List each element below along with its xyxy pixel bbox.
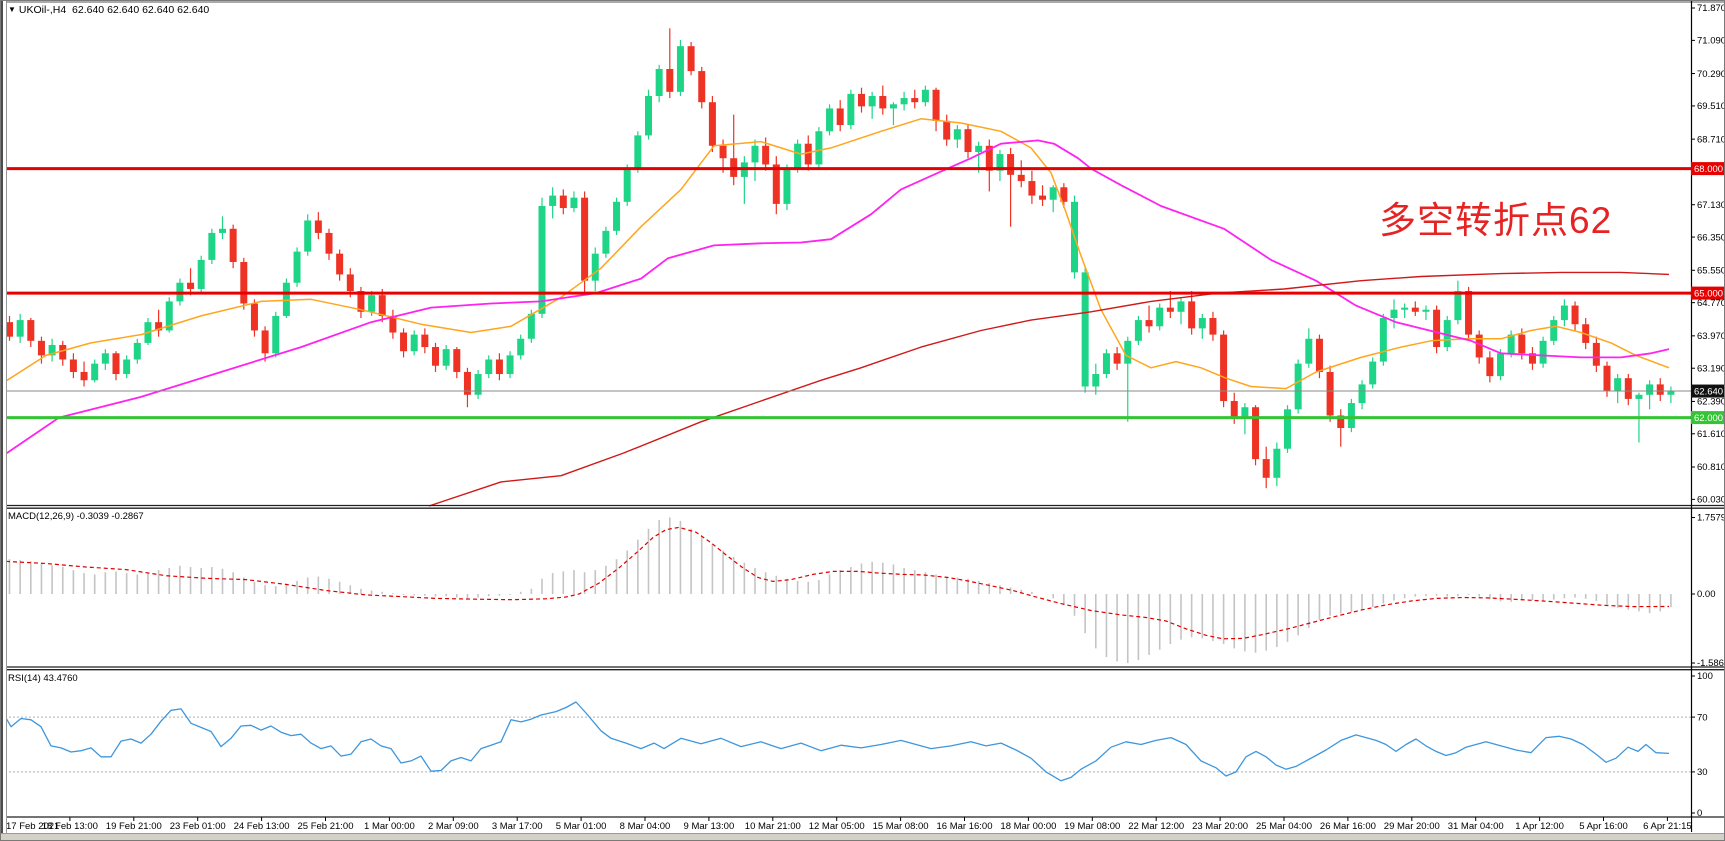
svg-text:25 Feb 21:00: 25 Feb 21:00 [298, 821, 354, 832]
svg-text:68.710: 68.710 [1697, 134, 1725, 145]
svg-text:66.350: 66.350 [1697, 232, 1725, 243]
svg-text:-1.5867: -1.5867 [1697, 658, 1725, 669]
rsi-line [3, 701, 1670, 782]
rsi-indicator-label: RSI(14) 43.4760 [8, 673, 78, 684]
svg-text:3 Mar 17:00: 3 Mar 17:00 [492, 821, 543, 832]
symbol-ohlc-label[interactable]: ▼ UKOil-,H4 62.640 62.640 62.640 62.640 [8, 4, 209, 16]
svg-text:65.550: 65.550 [1697, 265, 1725, 276]
svg-text:69.510: 69.510 [1697, 101, 1725, 112]
svg-text:100: 100 [1697, 671, 1713, 682]
svg-text:64.770: 64.770 [1697, 298, 1725, 309]
svg-text:9 Mar 13:00: 9 Mar 13:00 [684, 821, 735, 832]
svg-text:10 Mar 21:00: 10 Mar 21:00 [745, 821, 801, 832]
svg-text:63.190: 63.190 [1697, 363, 1725, 374]
svg-text:1.7579: 1.7579 [1697, 513, 1725, 524]
ma-slow-red [428, 271, 1670, 507]
collapse-triangle-icon[interactable]: ▼ [8, 5, 16, 14]
svg-text:1 Mar 00:00: 1 Mar 00:00 [364, 821, 415, 832]
svg-text:60.810: 60.810 [1697, 462, 1725, 473]
svg-text:17 Feb 2021: 17 Feb 2021 [6, 821, 59, 832]
svg-text:30: 30 [1697, 767, 1708, 778]
svg-text:61.610: 61.610 [1697, 429, 1725, 440]
svg-text:6 Apr 21:15: 6 Apr 21:15 [1643, 821, 1692, 832]
svg-text:68.000: 68.000 [1694, 164, 1723, 175]
svg-text:26 Mar 16:00: 26 Mar 16:00 [1320, 821, 1376, 832]
ma-mid-magenta [3, 139, 1670, 456]
svg-text:60.030: 60.030 [1697, 495, 1725, 506]
price-badge-65.000: 65.000 [1691, 286, 1724, 300]
svg-text:62.000: 62.000 [1694, 413, 1723, 424]
price-badge-68.000: 68.000 [1691, 162, 1724, 176]
svg-text:22 Mar 12:00: 22 Mar 12:00 [1128, 821, 1184, 832]
svg-text:65.000: 65.000 [1694, 289, 1723, 300]
svg-text:71.870: 71.870 [1697, 3, 1725, 14]
svg-text:0.00: 0.00 [1697, 589, 1716, 600]
svg-text:12 Mar 05:00: 12 Mar 05:00 [809, 821, 865, 832]
symbol-period: UKOil-,H4 [18, 4, 67, 16]
svg-text:23 Feb 01:00: 23 Feb 01:00 [170, 821, 226, 832]
svg-text:24 Feb 13:00: 24 Feb 13:00 [234, 821, 290, 832]
svg-text:70: 70 [1697, 712, 1708, 723]
price-badge-62.000: 62.000 [1691, 411, 1724, 425]
ohlc-values: 62.640 62.640 62.640 62.640 [72, 4, 210, 16]
svg-text:62.390: 62.390 [1697, 397, 1725, 408]
svg-text:18 Mar 00:00: 18 Mar 00:00 [1000, 821, 1056, 832]
svg-text:25 Mar 04:00: 25 Mar 04:00 [1256, 821, 1312, 832]
macd-histogram [8, 517, 1672, 664]
svg-text:1 Apr 12:00: 1 Apr 12:00 [1515, 821, 1564, 832]
window-left-edge [1, 1, 7, 833]
svg-text:63.970: 63.970 [1697, 331, 1725, 342]
indicator-axis-labels: 1.7579 0.00 -1.5867 100 70 30 0 [1691, 513, 1725, 819]
price-badge-62.640: 62.640 [1691, 384, 1724, 398]
macd-signal-line [5, 526, 1670, 640]
price-axis[interactable] [1691, 1, 1725, 817]
svg-text:23 Mar 20:00: 23 Mar 20:00 [1192, 821, 1248, 832]
macd-panel[interactable] [1, 509, 1691, 667]
svg-text:8 Mar 04:00: 8 Mar 04:00 [620, 821, 671, 832]
svg-text:15 Mar 08:00: 15 Mar 08:00 [873, 821, 929, 832]
svg-text:2 Mar 09:00: 2 Mar 09:00 [428, 821, 479, 832]
svg-text:70.290: 70.290 [1697, 69, 1725, 80]
svg-text:67.130: 67.130 [1697, 200, 1725, 211]
svg-text:29 Mar 20:00: 29 Mar 20:00 [1384, 821, 1440, 832]
svg-text:62.640: 62.640 [1694, 386, 1723, 397]
svg-text:0: 0 [1697, 808, 1702, 819]
svg-text:16 Mar 16:00: 16 Mar 16:00 [937, 821, 993, 832]
svg-text:5 Mar 01:00: 5 Mar 01:00 [556, 821, 607, 832]
window-bottom-strip [1, 833, 1724, 840]
svg-text:19 Mar 08:00: 19 Mar 08:00 [1064, 821, 1120, 832]
svg-text:71.090: 71.090 [1697, 36, 1725, 47]
svg-text:18 Feb 13:00: 18 Feb 13:00 [42, 821, 98, 832]
macd-indicator-label: MACD(12,26,9) -0.3039 -0.2867 [8, 511, 144, 522]
ma-fast-orange [3, 118, 1670, 390]
chart-annotation-text[interactable]: 多空转折点62 [1379, 200, 1613, 241]
svg-text:31 Mar 04:00: 31 Mar 04:00 [1448, 821, 1504, 832]
svg-text:5 Apr 16:00: 5 Apr 16:00 [1579, 821, 1628, 832]
main-chart-panel[interactable] [1, 1, 1691, 506]
rsi-panel[interactable] [1, 670, 1691, 817]
svg-text:19 Feb 21:00: 19 Feb 21:00 [106, 821, 162, 832]
